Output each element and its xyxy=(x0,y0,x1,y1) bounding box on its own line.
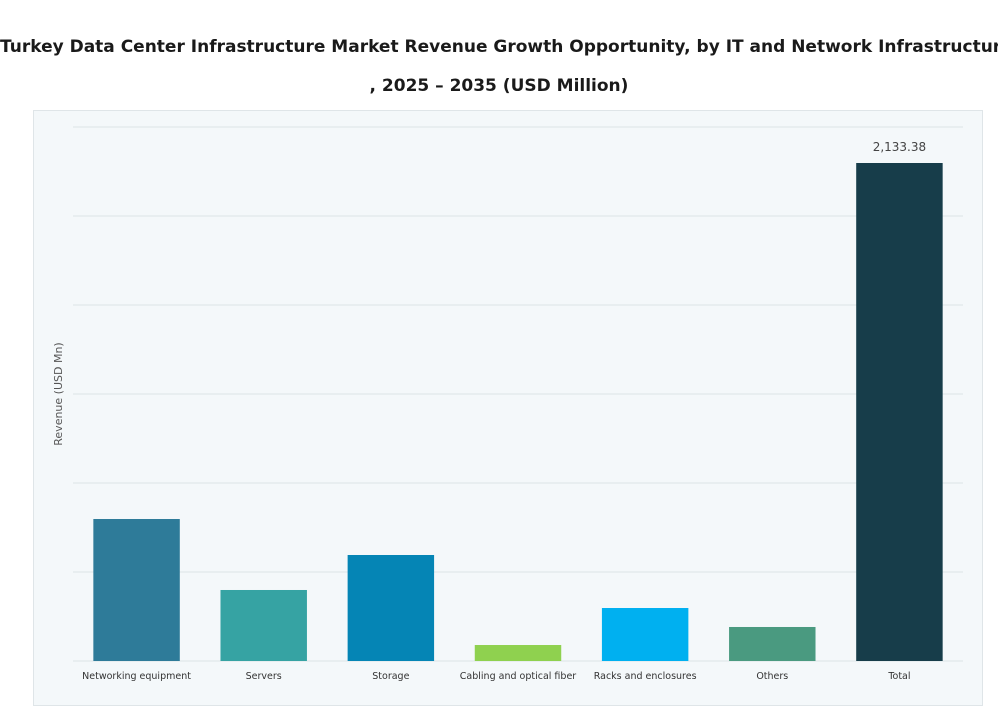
x-tick-label: Servers xyxy=(245,671,282,682)
bar xyxy=(856,162,943,662)
value-label: 2,133.38 xyxy=(873,140,926,154)
bar xyxy=(220,589,307,661)
plot-panel xyxy=(33,110,983,706)
chart-title: Turkey Data Center Infrastructure Market… xyxy=(0,37,998,57)
x-tick-label: Racks and enclosures xyxy=(593,671,697,682)
x-tick-label: Networking equipment xyxy=(82,671,191,682)
x-tick-label: Storage xyxy=(372,671,410,682)
bar xyxy=(474,645,562,661)
x-tick-label: Others xyxy=(756,671,789,682)
x-tick-label: Total xyxy=(888,671,911,682)
bar xyxy=(729,626,816,661)
chart-title: , 2025 – 2035 (USD Million) xyxy=(369,76,629,96)
bar xyxy=(93,519,180,661)
x-tick-label: Cabling and optical fiber xyxy=(459,671,577,682)
bar xyxy=(601,608,689,661)
bar xyxy=(347,554,435,661)
y-axis-label: Revenue (USD Mn) xyxy=(52,342,65,445)
